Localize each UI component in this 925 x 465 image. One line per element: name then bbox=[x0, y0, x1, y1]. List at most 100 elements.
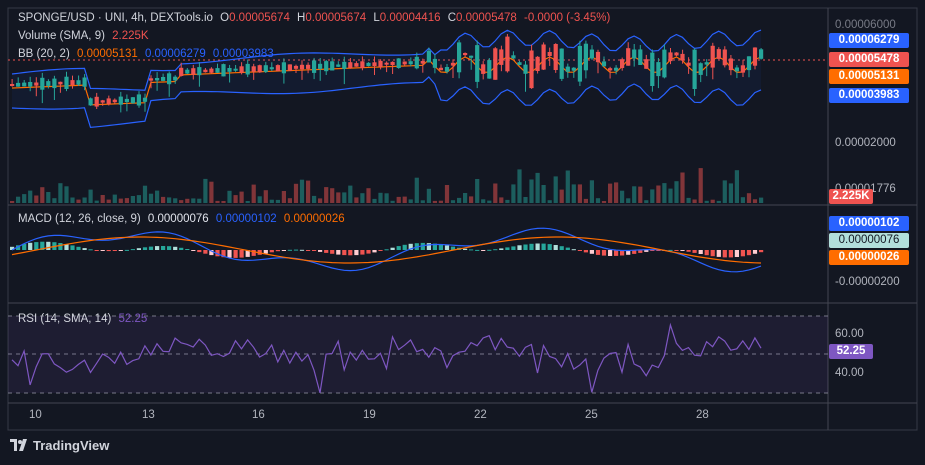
candle-body bbox=[221, 64, 226, 77]
volume-bar bbox=[318, 198, 323, 203]
candle-body bbox=[511, 55, 516, 59]
volume-bar bbox=[281, 191, 286, 203]
volume-bar bbox=[10, 201, 15, 203]
macd-histogram-bar bbox=[704, 250, 709, 256]
candle-body bbox=[752, 47, 758, 66]
volume-bar bbox=[179, 200, 184, 203]
time-label: 25 bbox=[585, 409, 598, 421]
macd-histogram-bar bbox=[227, 250, 232, 258]
macd-histogram-bar bbox=[155, 246, 160, 250]
candle-body bbox=[638, 49, 643, 65]
volume-bar bbox=[728, 183, 733, 203]
macd-histogram-bar bbox=[541, 243, 546, 250]
tradingview-logo[interactable]: TradingView bbox=[10, 438, 109, 453]
candle-body bbox=[312, 60, 317, 73]
volume-bar bbox=[583, 198, 588, 203]
candle-body bbox=[112, 99, 117, 103]
volume-legend[interactable]: Volume (SMA, 9) 2.225K bbox=[18, 30, 153, 42]
candle-body bbox=[58, 81, 63, 85]
candle-body bbox=[505, 36, 510, 72]
macd-histogram-bar bbox=[583, 250, 588, 253]
candle-body bbox=[106, 98, 111, 104]
macd-legend[interactable]: MACD (12, 26, close, 9) 0.00000076 0.000… bbox=[18, 213, 349, 225]
volume-bar bbox=[269, 199, 274, 203]
macd-histogram-bar bbox=[179, 247, 184, 250]
volume-bar bbox=[716, 200, 721, 203]
candle-body bbox=[372, 62, 377, 66]
candle-body bbox=[734, 67, 739, 72]
volume-bar bbox=[626, 198, 631, 203]
volume-bar bbox=[221, 201, 226, 203]
volume-bar bbox=[58, 183, 63, 203]
candle-body bbox=[342, 61, 347, 69]
candle-body bbox=[100, 100, 105, 103]
macd-histogram-bar bbox=[185, 249, 190, 250]
candle-body bbox=[10, 84, 15, 86]
candle-body bbox=[529, 50, 534, 89]
volume-bar bbox=[432, 200, 437, 203]
macd-histogram-bar bbox=[408, 243, 413, 250]
volume-bar bbox=[16, 196, 21, 203]
macd-histogram-bar bbox=[469, 249, 474, 251]
bb-lower-tag: 0.00003983 bbox=[829, 88, 909, 103]
macd-histogram-bar bbox=[342, 250, 347, 256]
volume-bar bbox=[360, 193, 365, 203]
macd-histogram-bar bbox=[167, 246, 172, 250]
candle-body bbox=[704, 62, 709, 65]
candle-body bbox=[626, 48, 631, 66]
macd-signal-tag: 0.00000026 bbox=[829, 250, 909, 265]
macd-histogram-bar bbox=[402, 244, 407, 250]
macd-histogram-bar bbox=[293, 249, 299, 251]
macd-histogram-bar bbox=[722, 250, 727, 258]
volume-bar bbox=[384, 193, 389, 203]
candle-body bbox=[583, 43, 588, 71]
macd-histogram-bar bbox=[620, 250, 625, 256]
volume-bar bbox=[638, 186, 643, 203]
macd-histogram-bar bbox=[517, 245, 522, 250]
volume-bar bbox=[571, 184, 576, 203]
volume-bar bbox=[263, 190, 268, 203]
volume-bar bbox=[475, 179, 480, 203]
candle-body bbox=[589, 49, 594, 59]
candle-body bbox=[686, 62, 691, 66]
macd-histogram-bar bbox=[601, 250, 607, 256]
volume-bar bbox=[257, 196, 262, 203]
candle-body bbox=[336, 64, 341, 67]
volume-bar bbox=[710, 199, 715, 203]
symbol-title[interactable]: SPONGE/USD · UNI, 4h, DEXTools.io bbox=[18, 12, 213, 24]
bb-legend[interactable]: BB (20, 2) 0.00005131 0.00006279 0.00003… bbox=[18, 48, 278, 60]
volume-bar bbox=[82, 197, 87, 203]
volume-bar bbox=[511, 184, 516, 203]
volume-bar bbox=[734, 170, 739, 203]
candle-body bbox=[263, 65, 268, 72]
macd-histogram-bar bbox=[34, 242, 39, 250]
volume-bar bbox=[577, 184, 582, 203]
price-tick: 0.00002000 bbox=[835, 137, 896, 149]
rsi-name: RSI (14, SMA, 14) bbox=[18, 313, 112, 325]
macd-histogram-bar bbox=[565, 247, 570, 250]
candle-body bbox=[444, 67, 450, 72]
volume-bar bbox=[330, 188, 335, 203]
macd-histogram-bar bbox=[626, 250, 631, 255]
candle-body bbox=[541, 44, 546, 70]
macd-tick: -0.00000200 bbox=[835, 276, 900, 288]
candle-body bbox=[142, 97, 148, 102]
macd-histogram-bar bbox=[529, 243, 534, 250]
close-value: 0.00005478 bbox=[456, 12, 517, 24]
candle-body bbox=[493, 48, 498, 80]
macd-histogram-bar bbox=[475, 249, 480, 251]
candle-body bbox=[251, 66, 256, 72]
volume-bar bbox=[70, 197, 75, 203]
macd-histogram-bar bbox=[680, 250, 685, 251]
volume-bar bbox=[469, 196, 474, 203]
time-label: 28 bbox=[696, 409, 709, 421]
macd-histogram-bar bbox=[396, 246, 401, 250]
tradingview-label: TradingView bbox=[33, 438, 110, 453]
rsi-legend[interactable]: RSI (14, SMA, 14) 52.25 bbox=[18, 313, 151, 325]
macd-histogram-bar bbox=[70, 245, 75, 250]
volume-bar bbox=[402, 196, 407, 203]
macd-histogram-bar bbox=[287, 249, 292, 251]
macd-histogram-bar bbox=[420, 242, 425, 250]
